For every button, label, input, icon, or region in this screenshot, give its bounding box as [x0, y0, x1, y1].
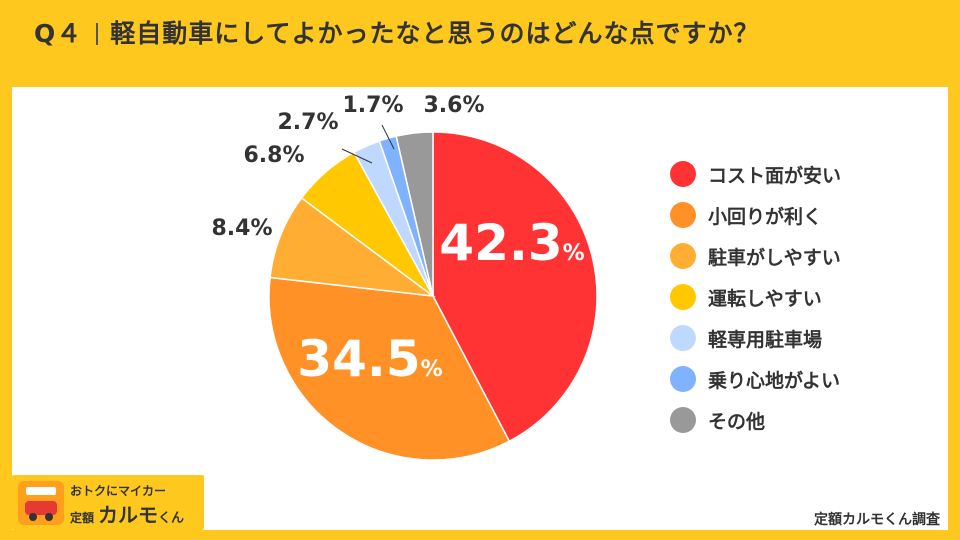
legend-swatch [670, 325, 696, 351]
legend-item: 乗り心地がよい [670, 364, 840, 394]
legend-swatch [670, 284, 696, 310]
legend-item: その他 [670, 405, 765, 435]
title-divider [96, 23, 99, 45]
slice-value-label: 42.3% [439, 214, 584, 272]
legend-swatch [670, 366, 696, 392]
slice-value-label: 34.5% [297, 330, 442, 388]
legend-swatch [670, 161, 696, 187]
legend-label: 乗り心地がよい [708, 369, 841, 392]
chart-title: Q４ 軽自動車にしてよかったなと思うのはどんな点ですか？ [34, 14, 760, 50]
pie-slice [432, 131, 598, 443]
question-number: Q４ [34, 19, 83, 48]
chart-panel: 42.3% 34.5% 8.4% 6.8% 2.7% 1.7% 3.6% コスト面が安い 小回… [12, 87, 948, 530]
leader-line [381, 124, 395, 150]
legend-label: 駐車がしやすい [708, 246, 841, 269]
slice-value-label: 3.6% [423, 93, 484, 118]
legend-item: 小回りが利く [670, 200, 822, 230]
pie-slice [269, 196, 436, 298]
legend-item: コスト面が安い [670, 159, 841, 189]
legend-label: その他 [708, 410, 766, 433]
legend-item: 軽専用駐車場 [670, 323, 822, 353]
pie-slice [395, 131, 434, 297]
slice-value-label: 8.4% [211, 216, 272, 241]
pie-chart: 42.3% 34.5% 8.4% 6.8% 2.7%1.7% 3.6% [211, 93, 598, 461]
brand-logo: おトクにマイカー 定額 カルモくん [12, 475, 204, 530]
legend-label: 小回りが利く [708, 205, 823, 228]
legend-label: コスト面が安い [708, 164, 842, 187]
leader-line [341, 148, 373, 164]
logo-prefix: 定額 [70, 511, 95, 525]
legend-item: 運転しやすい [670, 282, 822, 312]
logo-brand: カルモ [98, 503, 159, 527]
logo-tagline: おトクにマイカー [70, 484, 167, 498]
legend-swatch [670, 243, 696, 269]
legend-item: 駐車がしやすい [670, 241, 841, 271]
logo-name: 定額 カルモくん [70, 499, 184, 528]
legend-swatch [670, 202, 696, 228]
source-note: 定額カルモくん調査 [814, 512, 940, 528]
logo-suffix: くん [158, 511, 185, 526]
car-logo-icon [18, 481, 64, 525]
legend-label: 軽専用駐車場 [708, 328, 823, 351]
slice-value-label: 6.8% [243, 143, 304, 168]
slice-value-label: 1.7% [342, 93, 403, 118]
question-text: 軽自動車にしてよかったなと思うのはどんな点ですか？ [110, 19, 760, 48]
legend-swatch [670, 407, 696, 433]
legend-label: 運転しやすい [708, 287, 822, 310]
pie-slice [268, 276, 511, 461]
slice-value-label: 2.7% [277, 110, 338, 135]
